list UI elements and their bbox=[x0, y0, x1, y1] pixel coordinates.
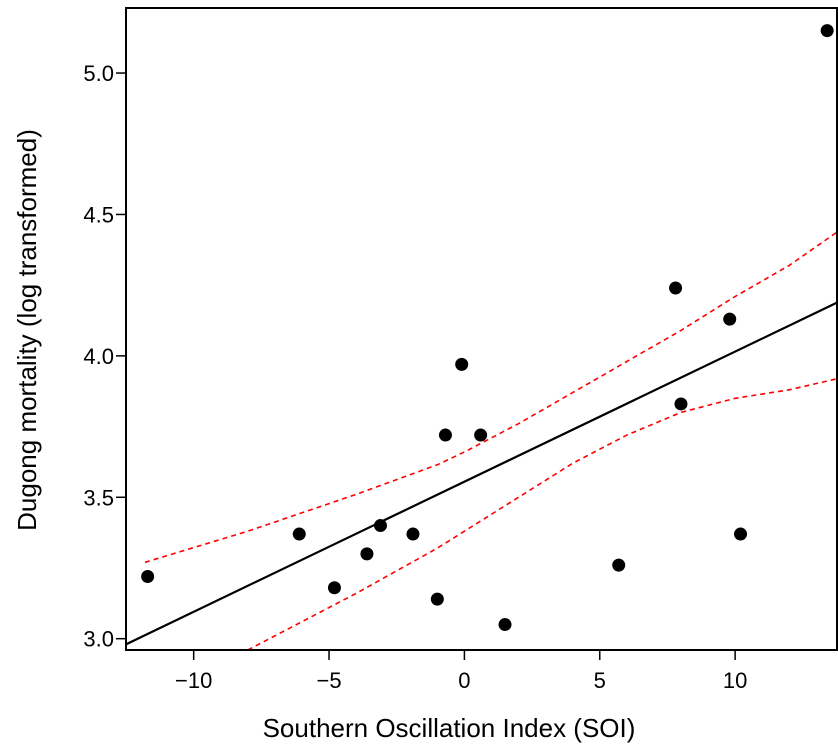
x-tick-label: −5 bbox=[316, 668, 341, 693]
data-point bbox=[292, 527, 306, 541]
plot-frame bbox=[125, 7, 838, 651]
y-tick-label: 3.0 bbox=[83, 627, 114, 652]
y-axis: 3.0 3.5 4.0 4.5 5.0 bbox=[83, 61, 126, 652]
regression-line bbox=[126, 301, 838, 646]
data-point bbox=[498, 618, 512, 632]
data-point bbox=[455, 357, 469, 371]
data-point bbox=[360, 547, 374, 561]
data-point bbox=[723, 312, 737, 326]
y-tick-label: 5.0 bbox=[83, 61, 114, 86]
confidence-band-upper bbox=[144, 230, 838, 564]
data-point bbox=[820, 24, 834, 38]
y-tick-label: 4.5 bbox=[83, 202, 114, 227]
data-point bbox=[327, 581, 341, 595]
x-tick-label: −10 bbox=[175, 668, 212, 693]
x-axis: −10 −5 0 5 10 bbox=[175, 650, 747, 693]
data-point bbox=[669, 281, 683, 295]
x-tick-label: 0 bbox=[458, 668, 470, 693]
x-tick-label: 5 bbox=[594, 668, 606, 693]
y-tick-label: 4.0 bbox=[83, 344, 114, 369]
x-tick-label: 10 bbox=[723, 668, 747, 693]
data-point bbox=[373, 519, 387, 533]
data-point bbox=[438, 428, 452, 442]
y-axis-title: Dugong mortality (log transformed) bbox=[12, 129, 42, 531]
data-point bbox=[734, 527, 748, 541]
x-axis-title: Southern Oscillation Index (SOI) bbox=[263, 713, 636, 743]
confidence-band-lower bbox=[247, 377, 838, 650]
data-point bbox=[612, 558, 626, 572]
y-tick-label: 3.5 bbox=[83, 485, 114, 510]
data-point bbox=[430, 592, 444, 606]
data-point bbox=[141, 569, 155, 583]
data-point bbox=[406, 527, 420, 541]
data-point bbox=[474, 428, 488, 442]
data-point bbox=[674, 397, 688, 411]
plot-area bbox=[126, 230, 838, 650]
